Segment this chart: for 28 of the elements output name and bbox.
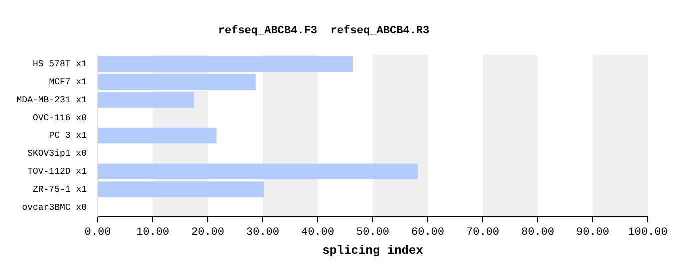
x-tick-label: 0.00 — [84, 226, 112, 239]
bar — [98, 164, 418, 180]
bar — [98, 128, 217, 144]
x-axis-title: splicing index — [322, 244, 424, 258]
x-tick-label: 40.00 — [301, 226, 335, 239]
y-tick-label: MDA-MB-231 x1 — [16, 95, 87, 106]
y-tick-label: OVC-116 x0 — [32, 113, 87, 124]
x-tick-label: 90.00 — [576, 226, 610, 239]
x-tick-label: 60.00 — [411, 226, 445, 239]
bar — [98, 56, 354, 72]
x-tick-label: 70.00 — [466, 226, 500, 239]
y-tick-label: ovcar3BMC x0 — [22, 202, 87, 213]
x-tick-label: 80.00 — [521, 226, 555, 239]
bar — [98, 182, 264, 198]
y-tick-label: MCF7 x1 — [49, 77, 87, 88]
y-tick-label: HS 578T x1 — [32, 60, 87, 70]
bar — [98, 74, 256, 90]
x-tick-label: 30.00 — [246, 226, 280, 239]
chart-title: refseq_ABCB4.F3 refseq_ABCB4.R3 — [218, 24, 430, 38]
y-tick-label: SKOV3ip1 x0 — [28, 149, 87, 160]
y-tick-label: PC 3 x1 — [49, 131, 87, 142]
y-tick-label: ZR-75-1 x1 — [32, 184, 87, 195]
bar — [98, 92, 194, 108]
x-tick-label: 10.00 — [136, 226, 170, 239]
x-tick-label: 50.00 — [356, 226, 390, 239]
x-tick-label: 100.00 — [628, 226, 668, 239]
y-tick-label: TOV-112D x1 — [28, 167, 87, 178]
x-tick-label: 20.00 — [191, 226, 225, 239]
